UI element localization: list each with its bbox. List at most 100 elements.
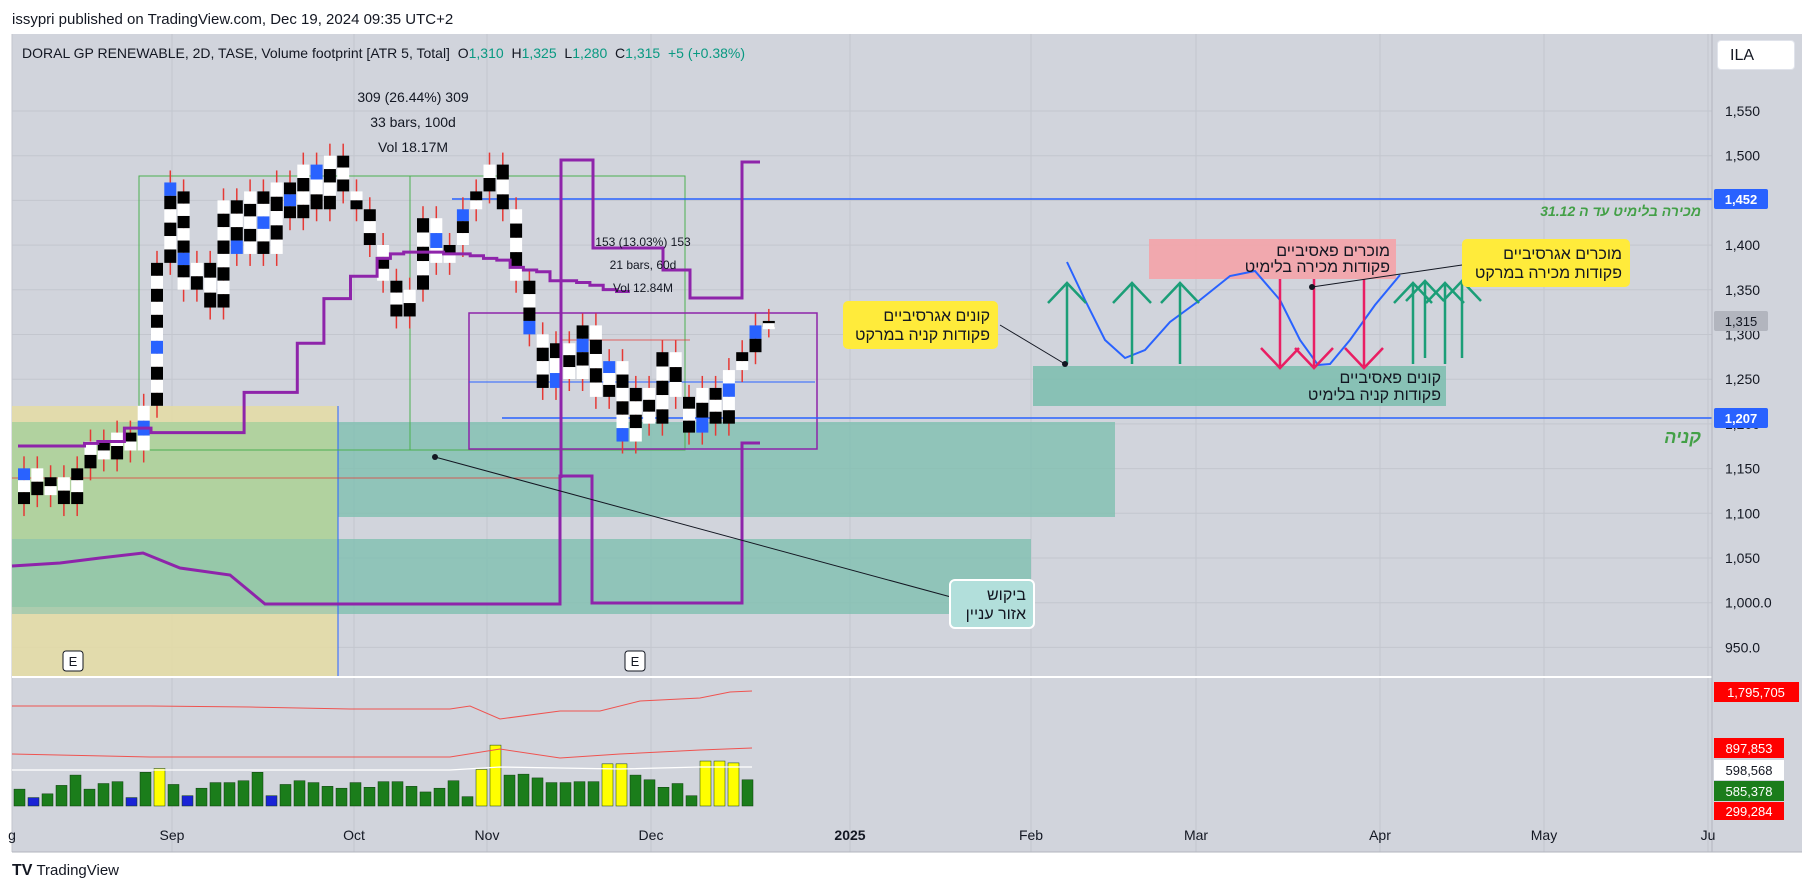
volume-bar [559,782,572,807]
volume-bar [279,784,292,807]
footprint-candle [217,188,230,320]
volume-bar [545,782,558,807]
footprint-candle [536,322,549,400]
footprint-candle [510,197,523,293]
measure-2-line2: 21 bars, 60d [610,258,677,272]
volume-bar [223,782,236,807]
legend-close: 1,315 [625,45,661,61]
volume-bar [111,781,124,807]
aggressive-sellers-title: מוכרים אגרסיביים [1503,246,1622,263]
volume-bar [335,787,348,807]
price-tick-label: 1,500 [1725,148,1760,164]
sellers-callout-dot [1309,284,1315,290]
buyers-callout-line [999,324,1066,365]
volume-bar [615,763,628,807]
vol-tag-1: 1,795,705 [1727,685,1785,700]
vol-tag-4: 585,378 [1726,784,1773,799]
price-tick-label: 1,100 [1725,505,1760,521]
footprint-candle [71,456,84,517]
footprint-candle [270,170,283,266]
sellers-callout-line [1311,264,1463,288]
earnings-marker-1[interactable]: E [62,650,84,672]
green-up-arrow [1405,279,1445,358]
measure-1-labels: 309 (26.44%) 309 33 bars, 100d Vol 18.17… [357,89,469,155]
volume-bar [601,763,614,807]
projection-curve [1066,261,1401,367]
demand-zone-left [12,539,338,614]
footprint-candle [284,170,296,231]
range-box [468,312,818,450]
volume-bar [377,781,390,807]
footprint-candle [390,268,403,329]
volume-bar [461,796,474,807]
aggressive-buyers-note[interactable]: קונים אגרסיביים פקודות קניה במרקט [843,301,998,349]
volume-bar [237,780,250,807]
demand-note[interactable]: ביקוש אזור עניין [949,579,1035,629]
price-tick-label: 1,400 [1725,237,1760,253]
volume-bar [13,788,26,807]
footprint-candle [430,206,443,275]
price-tick-label: 1,000.0 [1725,595,1772,611]
footprint-candle [417,206,429,302]
sell-limit-label: מכירה בלימיט עד ה 31.12 [1540,203,1701,219]
volume-bar [419,791,432,807]
aggressive-buyers-title: קונים אגרסיביים [883,308,990,325]
green-up-arrow [1425,281,1465,364]
volume-bar [293,780,306,807]
symbol-legend[interactable]: DORAL GP RENEWABLE, 2D, TASE, Volume foo… [22,45,746,61]
time-tick-label: May [1531,827,1557,843]
demand-title: ביקוש [987,587,1026,604]
legend-title: DORAL GP RENEWABLE, 2D, TASE, Volume foo… [22,45,450,61]
tradingview-brand: TradingView [36,862,119,879]
time-tick-label: Oct [343,827,365,843]
volume-bar [139,772,152,807]
earnings-marker-2[interactable]: E [624,650,646,672]
green-up-arrow [1112,281,1152,364]
price-tick-label: 950.0 [1725,639,1760,655]
measure-1-line3: Vol 18.17M [378,139,448,155]
aggressive-sellers-note[interactable]: מוכרים אגרסיביים פקודות מכירה במרקט [1462,239,1630,287]
footprint-candle [18,456,30,517]
demand-callout-line [434,456,963,601]
volume-bar [307,782,320,807]
footprint-candle [310,152,323,222]
volume-bar [517,773,530,807]
footprint-candle [97,429,110,472]
footprint-candle [204,250,217,320]
footprint-candle [363,197,376,257]
buyers-callout-dot [1062,361,1068,367]
time-tick-label: Sep [160,827,185,843]
tradingview-footer[interactable]: TV TradingView [12,862,119,880]
legend-high: 1,325 [521,45,557,61]
legend-change: +5 (+0.38%) [667,45,746,61]
footprint-candle [297,152,310,231]
time-tick-label: Feb [1019,827,1043,843]
price-tick-label: 1,050 [1725,550,1760,566]
price-tag-high: 1,452 [1714,189,1768,209]
legend-open: 1,310 [468,45,504,61]
passive-sellers-sub: פקודות מכירה בלימיט [1245,258,1390,276]
volume-bar [727,762,740,807]
passive-sellers-zone [1149,239,1396,279]
footprint-candle [629,375,642,454]
time-axis: g Sep Oct Nov Dec 2025 Feb Mar Apr May Ju [8,827,1715,843]
volume-bar [531,777,544,807]
footprint-candle [151,250,163,418]
footprint-candle [244,179,257,266]
vol-tag-5: 299,284 [1726,804,1773,819]
footprint-candle [576,313,589,391]
volume-bar [685,795,698,807]
footprint-candle [722,358,735,436]
volume-bar [573,781,586,807]
footprint-candle [550,331,562,400]
volume-bar [657,787,670,807]
time-tick-label: Mar [1184,827,1208,843]
demand-sub: אזור עניין [966,606,1026,623]
svg-text:1,207: 1,207 [1725,411,1758,426]
volume-axis-tags: 1,795,705 897,853 598,568 585,378 299,28… [1714,682,1799,820]
volume-bar [265,795,278,807]
green-up-arrow [1442,279,1482,358]
currency-button[interactable]: ILA [1717,40,1795,70]
volume-bar [69,774,82,807]
